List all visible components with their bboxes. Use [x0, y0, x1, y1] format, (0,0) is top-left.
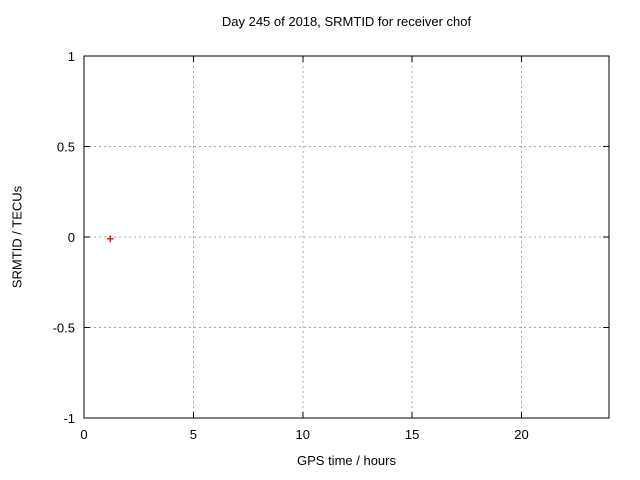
x-axis-label: GPS time / hours — [297, 453, 396, 468]
x-tick-label: 5 — [190, 427, 197, 442]
y-tick-label: 0.5 — [57, 140, 75, 155]
chart-title: Day 245 of 2018, SRMTID for receiver cho… — [221, 14, 472, 29]
y-tick-label: -1 — [63, 411, 75, 426]
y-tick-label: 1 — [68, 49, 75, 64]
y-tick-label: 0 — [68, 230, 75, 245]
x-tick-label: 20 — [514, 427, 528, 442]
plot-border — [83, 55, 610, 419]
x-tick-label: 0 — [80, 427, 87, 442]
x-tick-label: 10 — [296, 427, 310, 442]
y-tick-label: -0.5 — [53, 321, 75, 336]
x-tick-label: 15 — [405, 427, 419, 442]
